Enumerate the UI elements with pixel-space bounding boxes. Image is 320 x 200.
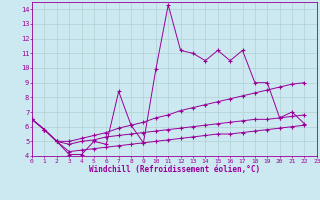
X-axis label: Windchill (Refroidissement éolien,°C): Windchill (Refroidissement éolien,°C) [89,165,260,174]
